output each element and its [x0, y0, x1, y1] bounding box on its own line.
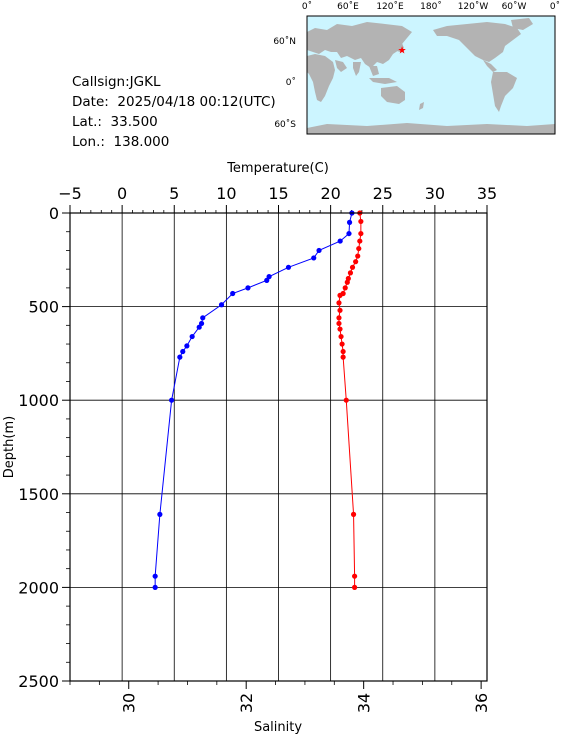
temperature-data-point: [338, 333, 344, 340]
plot-frame: [69, 212, 488, 682]
temperature-data-point: [349, 264, 356, 270]
temperature-data-point: [337, 307, 343, 313]
map-lat-labels: 60˚N 0˚ 60˚S: [273, 36, 296, 130]
temperature-tick-label: 35: [477, 184, 497, 203]
temperature-data-point: [340, 354, 346, 360]
temperature-data-point: [357, 238, 363, 244]
temperature-data-point: [355, 253, 361, 259]
depth-tick-label: 2500: [18, 672, 59, 691]
map-lat-label: 60˚S: [274, 119, 296, 130]
chart-grid: [69, 212, 488, 682]
salinity-data-point: [177, 354, 183, 360]
salinity-data-point: [346, 219, 353, 225]
salinity-data-point: [285, 264, 292, 270]
temperature-data-point: [340, 348, 346, 355]
temperature-data-point: [343, 397, 349, 403]
temperature-data-point: [339, 341, 345, 347]
salinity-data-point: [337, 238, 343, 244]
salinity-axis: 30 32 34 36: [69, 681, 491, 713]
salinity-data-point: [266, 274, 272, 280]
depth-tick-label: 0: [49, 204, 59, 223]
temperature-data-point: [353, 259, 359, 265]
temperature-data-point: [337, 326, 343, 332]
depth-tick-label: 2000: [18, 578, 59, 597]
temperature-tick-label: 30: [425, 184, 445, 203]
salinity-data-point: [218, 302, 225, 308]
temperature-series: [150, 210, 364, 591]
depth-axis: 0 500 1000 1500 2000 2500: [18, 204, 70, 691]
salinity-data-point: [157, 511, 163, 517]
temperature-tick-label: 10: [216, 184, 236, 203]
salinity-tick-label: 32: [237, 693, 256, 713]
temperature-tick-label: 5: [169, 184, 179, 203]
salinity-data-point: [180, 348, 186, 355]
temperature-axis: −5 0 5 10 15 20 25 30 35: [58, 184, 497, 213]
depth-tick-label: 1500: [18, 485, 59, 504]
lon-text: Lon.: 138.000: [72, 134, 170, 150]
temperature-data-point: [350, 511, 357, 517]
salinity-data-point: [230, 290, 236, 297]
map-lon-label: 180˚: [420, 1, 442, 12]
temperature-data-point: [336, 300, 342, 306]
salinity-data-point: [245, 285, 251, 291]
temperature-tick-label: 25: [373, 184, 393, 203]
map-lon-labels: 0˚ 60˚E 120˚E 180˚ 120˚W 60˚W 0˚: [302, 1, 560, 12]
salinity-series: [152, 210, 355, 591]
callsign-text: Callsign:JGKL: [72, 74, 161, 90]
map-lat-label: 60˚N: [273, 36, 296, 47]
salinity-axis-title: Salinity: [254, 720, 302, 735]
salinity-data-point: [311, 255, 317, 261]
salinity-tick-label: 36: [472, 693, 491, 713]
depth-tick-label: 1000: [18, 391, 59, 410]
temperature-tick-label: 20: [320, 184, 340, 203]
temperature-tick-label: −5: [58, 184, 82, 203]
temperature-tick-label: 15: [268, 184, 288, 203]
map-lat-label: 0˚: [286, 77, 296, 88]
map-frame: [306, 15, 556, 135]
salinity-data-point: [264, 277, 270, 283]
map-lon-label: 0˚: [550, 1, 560, 12]
map-lon-label: 60˚E: [337, 1, 359, 12]
salinity-data-point: [316, 247, 322, 254]
salinity-data-point: [169, 397, 175, 403]
salinity-data-point: [189, 333, 195, 340]
temperature-data-point: [336, 315, 342, 321]
temperature-data-point: [358, 230, 364, 237]
date-text: Date: 2025/04/18 00:12(UTC): [72, 94, 276, 110]
temperature-data-point: [337, 292, 343, 298]
station-marker: [398, 46, 406, 54]
salinity-tick-label: 34: [355, 693, 374, 713]
salinity-data-point: [346, 230, 352, 237]
temperature-data-point: [347, 270, 354, 276]
salinity-data-point: [200, 315, 206, 321]
map-lon-label: 120˚W: [458, 1, 489, 12]
map-lon-label: 120˚E: [376, 1, 404, 12]
temperature-data-point: [344, 279, 350, 285]
salinity-data-point: [198, 320, 205, 327]
temperature-data-point: [342, 285, 348, 291]
station-info: Callsign:JGKL Date: 2025/04/18 00:12(UTC…: [72, 72, 276, 152]
temperature-data-point: [352, 584, 358, 591]
map-lon-label: 60˚W: [502, 1, 527, 12]
map-landmasses: [307, 18, 555, 134]
lat-text: Lat.: 33.500: [72, 114, 158, 130]
temperature-data-point: [358, 218, 364, 225]
salinity-data-point: [152, 584, 158, 591]
depth-axis-title: Depth(m): [2, 416, 17, 478]
salinity-data-point: [152, 573, 158, 579]
salinity-data-point: [196, 324, 202, 330]
salinity-data-point: [184, 343, 190, 349]
depth-tick-label: 500: [28, 298, 59, 317]
temperature-tick-label: 0: [117, 184, 127, 203]
salinity-tick-label: 30: [120, 693, 139, 713]
temperature-data-point: [352, 573, 358, 579]
temperature-data-point: [356, 245, 362, 252]
temperature-data-point: [336, 320, 342, 327]
map-lon-label: 0˚: [302, 1, 312, 12]
temperature-axis-title: Temperature(C): [226, 161, 329, 176]
